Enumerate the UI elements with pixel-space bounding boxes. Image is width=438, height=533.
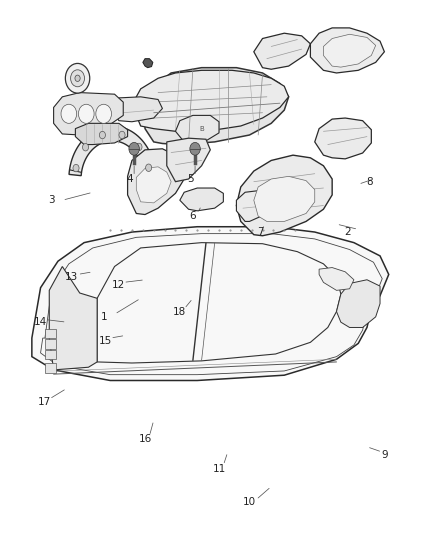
Polygon shape [49, 266, 97, 370]
Polygon shape [319, 268, 354, 290]
Text: 6: 6 [190, 211, 196, 221]
Polygon shape [41, 233, 382, 375]
Circle shape [145, 164, 152, 172]
Polygon shape [145, 68, 289, 144]
Text: 12: 12 [112, 280, 126, 290]
Text: 10: 10 [243, 497, 256, 507]
Text: 15: 15 [99, 336, 113, 346]
FancyBboxPatch shape [45, 339, 56, 349]
Text: 16: 16 [138, 434, 152, 444]
Polygon shape [127, 149, 184, 215]
Polygon shape [315, 118, 371, 159]
FancyBboxPatch shape [45, 363, 56, 373]
Polygon shape [311, 28, 385, 73]
Circle shape [78, 104, 94, 123]
Circle shape [129, 142, 139, 155]
Circle shape [73, 164, 79, 172]
Polygon shape [32, 227, 389, 381]
Polygon shape [254, 176, 315, 221]
Polygon shape [336, 280, 380, 327]
Circle shape [190, 142, 200, 155]
FancyBboxPatch shape [45, 328, 56, 338]
Polygon shape [132, 70, 289, 131]
Text: B: B [199, 126, 204, 132]
Text: 18: 18 [173, 306, 187, 317]
Text: 2: 2 [344, 227, 351, 237]
Polygon shape [323, 34, 376, 67]
Polygon shape [167, 138, 210, 182]
Text: 3: 3 [48, 195, 55, 205]
Polygon shape [69, 126, 155, 176]
Text: 5: 5 [187, 174, 194, 184]
Text: 14: 14 [34, 317, 47, 327]
Circle shape [61, 104, 77, 123]
Circle shape [65, 63, 90, 93]
Polygon shape [110, 97, 162, 122]
Circle shape [119, 131, 125, 139]
Text: 8: 8 [366, 176, 372, 187]
Polygon shape [75, 123, 127, 144]
Text: 11: 11 [212, 464, 226, 474]
Text: 17: 17 [38, 397, 52, 407]
Polygon shape [254, 33, 311, 69]
Text: 4: 4 [127, 174, 133, 184]
Polygon shape [237, 191, 271, 221]
Polygon shape [180, 188, 223, 211]
Polygon shape [136, 167, 171, 203]
Text: 7: 7 [257, 227, 264, 237]
Circle shape [99, 131, 106, 139]
Polygon shape [53, 93, 123, 135]
Circle shape [71, 70, 85, 87]
Circle shape [96, 104, 112, 123]
Text: 9: 9 [381, 450, 388, 460]
Text: 13: 13 [64, 272, 78, 282]
FancyBboxPatch shape [45, 350, 56, 359]
Polygon shape [97, 243, 341, 363]
Polygon shape [237, 155, 332, 236]
Circle shape [75, 75, 80, 82]
Circle shape [136, 143, 142, 151]
Polygon shape [176, 115, 219, 143]
Text: 1: 1 [100, 312, 107, 322]
Circle shape [82, 143, 88, 151]
Polygon shape [143, 59, 153, 68]
